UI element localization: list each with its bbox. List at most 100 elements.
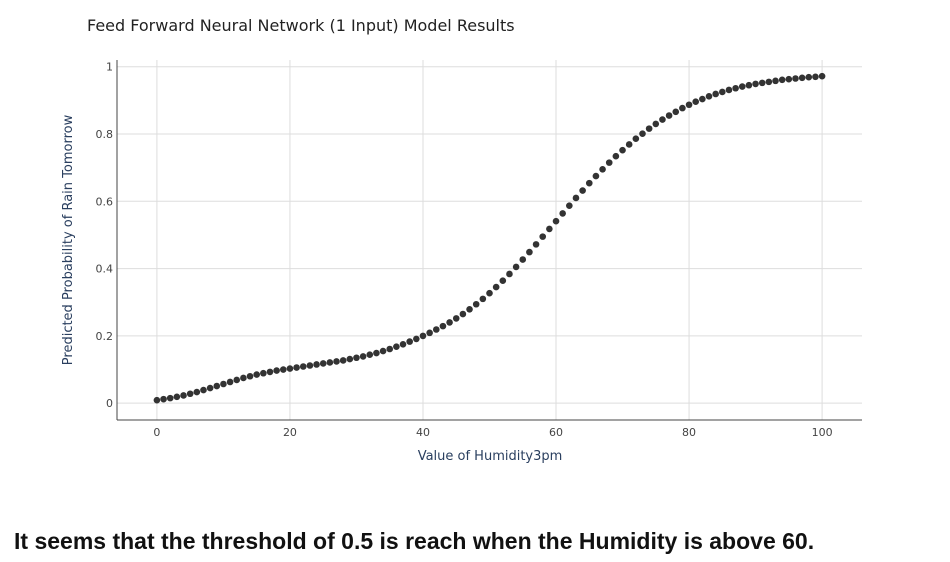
data-point <box>286 365 294 372</box>
data-point <box>260 369 267 377</box>
y-tick-label: 0.8 <box>96 128 114 141</box>
data-point <box>818 72 826 80</box>
data-point <box>805 73 813 81</box>
data-point <box>798 74 806 82</box>
data-point <box>719 88 726 96</box>
tick-labels: 0 20 40 60 80 100 0 0.2 0.4 0.6 0.8 1 <box>96 61 833 439</box>
data-point <box>725 86 733 94</box>
data-point <box>399 340 407 348</box>
data-point <box>659 116 666 123</box>
y-axis-label: Predicted Probability of Rain Tomorrow <box>61 114 76 365</box>
data-point <box>699 95 706 103</box>
data-point <box>160 395 167 403</box>
data-point <box>546 225 553 233</box>
x-tick-label: 20 <box>283 426 297 439</box>
data-point <box>566 202 573 209</box>
data-point <box>785 75 793 83</box>
data-point <box>599 166 606 173</box>
data-point <box>645 125 653 132</box>
data-point <box>532 241 540 248</box>
data-point <box>293 364 300 371</box>
data-point <box>333 358 340 365</box>
data-point <box>738 83 746 90</box>
data-point <box>745 81 753 89</box>
data-point <box>652 120 660 128</box>
data-point <box>758 79 766 87</box>
data-point <box>279 366 287 373</box>
data-point <box>186 390 194 398</box>
data-point <box>439 322 447 330</box>
data-point <box>499 277 507 285</box>
data-point <box>466 306 473 313</box>
data-point <box>679 104 686 112</box>
data-point <box>665 112 673 119</box>
data-point <box>353 354 360 362</box>
data-point <box>559 210 566 217</box>
data-points <box>153 72 826 404</box>
data-point <box>373 349 380 357</box>
data-point <box>585 179 593 187</box>
scatter-chart: Feed Forward Neural Network (1 Input) Mo… <box>61 16 862 464</box>
data-point <box>240 374 247 382</box>
data-point <box>705 93 713 100</box>
data-point <box>406 338 413 345</box>
data-point <box>166 394 174 402</box>
chart-title: Feed Forward Neural Network (1 Input) Mo… <box>87 16 515 35</box>
data-point <box>492 283 500 291</box>
data-point <box>486 289 493 297</box>
x-tick-label: 40 <box>416 426 430 439</box>
data-point <box>213 382 221 390</box>
data-point <box>379 347 387 355</box>
data-point <box>639 130 646 137</box>
data-point <box>393 343 400 350</box>
data-point <box>685 101 693 109</box>
data-point <box>359 353 367 360</box>
data-point <box>266 368 274 376</box>
data-point <box>246 372 254 380</box>
data-point <box>512 263 520 271</box>
data-point <box>459 310 467 318</box>
data-point <box>153 396 161 404</box>
data-point <box>326 359 334 366</box>
y-tick-label: 1 <box>106 61 113 74</box>
data-point <box>313 361 320 368</box>
data-point <box>539 233 547 240</box>
x-tick-label: 0 <box>153 426 160 439</box>
data-point <box>692 98 700 106</box>
data-point <box>200 386 207 394</box>
data-point <box>552 217 560 225</box>
data-point <box>193 388 201 396</box>
data-point <box>206 384 214 392</box>
data-point <box>386 345 394 353</box>
data-point <box>426 329 433 337</box>
data-point <box>812 73 819 81</box>
data-point <box>180 392 187 399</box>
data-point <box>572 194 580 202</box>
x-tick-label: 100 <box>812 426 833 439</box>
caption-text: It seems that the threshold of 0.5 is re… <box>14 528 815 554</box>
data-point <box>672 108 680 116</box>
data-point <box>792 75 799 82</box>
data-point <box>712 90 719 98</box>
data-point <box>339 357 347 364</box>
data-point <box>226 378 234 386</box>
data-point <box>413 335 420 343</box>
data-point <box>299 363 307 370</box>
data-point <box>273 367 280 374</box>
y-tick-label: 0.2 <box>96 330 114 343</box>
y-tick-label: 0.6 <box>96 195 114 208</box>
data-point <box>506 270 513 278</box>
data-point <box>752 80 759 88</box>
data-point <box>366 351 374 359</box>
data-point <box>579 187 586 194</box>
data-point <box>619 146 626 154</box>
data-point <box>220 380 227 388</box>
x-tick-label: 60 <box>549 426 563 439</box>
data-point <box>519 256 527 263</box>
data-point <box>772 77 779 85</box>
data-point <box>479 295 487 303</box>
y-tick-label: 0 <box>106 397 113 410</box>
data-point <box>778 76 786 84</box>
data-point <box>625 141 633 148</box>
data-point <box>452 315 460 322</box>
